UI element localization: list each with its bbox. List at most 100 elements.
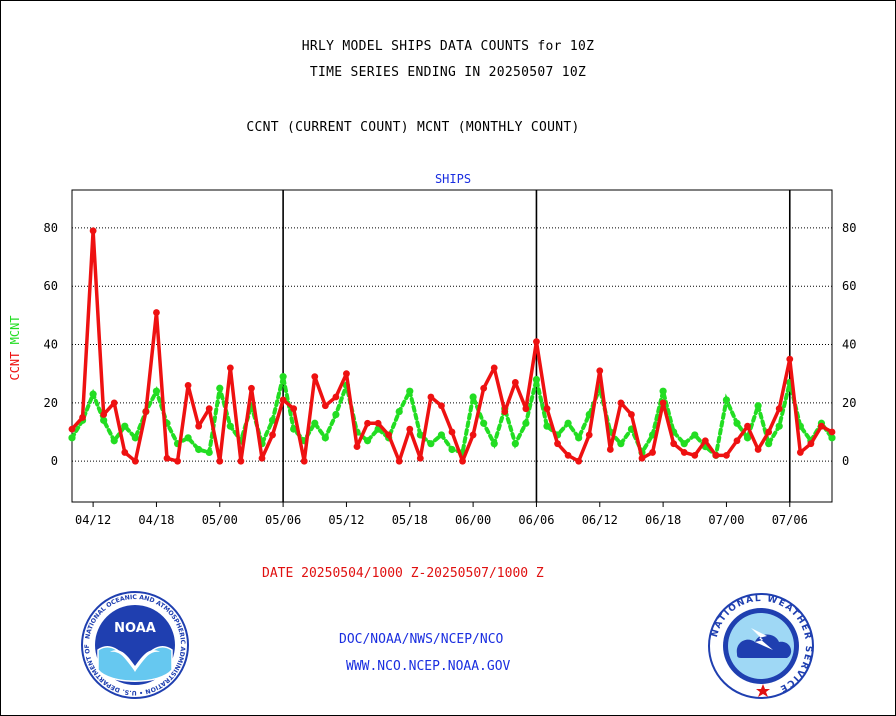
- data-point-ccnt: [153, 309, 160, 316]
- data-point-ccnt: [796, 449, 804, 456]
- data-point-ccnt: [290, 405, 298, 413]
- data-point-ccnt: [680, 449, 688, 456]
- data-point-mcnt: [532, 375, 541, 384]
- x-tick-label: 06/06: [518, 513, 554, 527]
- data-point-ccnt: [786, 355, 794, 363]
- org-label: DOC/NOAA/NWS/NCEP/NCO: [339, 632, 504, 647]
- data-point-ccnt: [395, 457, 403, 465]
- data-point-ccnt: [448, 428, 456, 436]
- y-tick-label-right: 40: [842, 338, 856, 352]
- x-tick-label: 04/12: [75, 513, 111, 527]
- nws-logo: NATIONAL WEATHER SERVICE: [708, 593, 814, 699]
- data-point-mcnt: [332, 410, 340, 419]
- data-point-mcnt: [617, 440, 625, 448]
- data-point-ccnt: [511, 379, 519, 386]
- data-point-ccnt: [374, 419, 382, 427]
- data-point-ccnt: [490, 364, 498, 372]
- data-point-mcnt: [659, 387, 667, 395]
- data-point-ccnt: [237, 457, 245, 465]
- data-point-ccnt: [554, 440, 561, 448]
- data-point-ccnt: [343, 370, 350, 378]
- data-point-mcnt: [205, 448, 213, 457]
- data-point-ccnt: [110, 399, 118, 407]
- data-point-ccnt: [184, 381, 192, 389]
- data-point-mcnt: [68, 434, 76, 442]
- data-point-mcnt: [184, 434, 192, 442]
- data-point-ccnt: [585, 431, 593, 439]
- data-point-mcnt: [321, 434, 329, 442]
- data-point-ccnt: [300, 457, 308, 465]
- data-point-ccnt: [174, 457, 181, 465]
- data-point-ccnt: [142, 408, 150, 416]
- data-point-ccnt: [100, 411, 108, 418]
- x-tick-label: 05/12: [328, 513, 364, 527]
- y-tick-label-left: 0: [51, 454, 58, 468]
- data-point-mcnt: [290, 425, 298, 433]
- lightning-icon: [751, 628, 773, 650]
- data-point-ccnt: [68, 425, 76, 433]
- data-point-ccnt: [385, 431, 393, 439]
- y-tick-label-right: 0: [842, 454, 849, 468]
- data-point-ccnt: [564, 451, 572, 459]
- data-point-mcnt: [480, 419, 488, 427]
- data-point-ccnt: [754, 446, 762, 453]
- data-point-mcnt: [363, 437, 372, 445]
- chart-title-line-1: HRLY MODEL SHIPS DATA COUNTS for 10Z: [301, 39, 595, 54]
- data-point-mcnt: [121, 422, 129, 430]
- data-point-ccnt: [701, 437, 709, 445]
- x-tick-label: 05/18: [392, 513, 428, 527]
- noaa-logo: NATIONAL OCEANIC AND ATMOSPHERIC ADMINIS…: [80, 590, 189, 699]
- data-point-ccnt: [438, 402, 445, 410]
- y-tick-label-right: 60: [842, 279, 856, 293]
- y-tick-label-right: 20: [842, 396, 856, 410]
- data-point-ccnt: [353, 443, 361, 450]
- data-point-mcnt: [691, 431, 699, 439]
- data-point-mcnt: [437, 431, 446, 439]
- cloud-icon: [736, 634, 792, 658]
- data-point-ccnt: [659, 399, 667, 407]
- x-tick-label: 06/18: [645, 513, 681, 527]
- data-point-ccnt: [628, 411, 635, 418]
- star-icon: [756, 684, 770, 697]
- data-point-ccnt: [269, 431, 276, 439]
- y-axis-label-ccnt: CCNT: [8, 352, 22, 381]
- y-tick-label-left: 60: [44, 279, 58, 293]
- data-point-ccnt: [575, 457, 583, 465]
- x-tick-label: 06/00: [455, 513, 491, 527]
- data-point-mcnt: [216, 384, 224, 392]
- data-point-mcnt: [279, 373, 287, 381]
- x-tick-label: 07/00: [708, 513, 744, 527]
- data-point-mcnt: [395, 408, 403, 416]
- data-point-mcnt: [131, 434, 139, 442]
- data-point-ccnt: [723, 451, 730, 459]
- data-point-ccnt: [501, 408, 509, 416]
- data-point-ccnt: [321, 402, 329, 410]
- data-point-ccnt: [131, 457, 139, 465]
- data-point-ccnt: [818, 422, 825, 430]
- date-range-label: DATE 20250504/1000 Z-20250507/1000 Z: [262, 566, 544, 581]
- data-point-mcnt: [100, 416, 108, 424]
- data-point-ccnt: [427, 393, 435, 401]
- data-point-ccnt: [248, 384, 255, 392]
- x-tick-label: 04/18: [138, 513, 174, 527]
- x-tick-label: 05/00: [202, 513, 238, 527]
- data-point-mcnt: [448, 445, 456, 454]
- data-point-ccnt: [638, 454, 646, 462]
- data-point-ccnt: [406, 425, 414, 433]
- chart-title-line-3: CCNT (CURRENT COUNT) MCNT (MONTHLY COUNT…: [246, 120, 580, 135]
- data-point-ccnt: [195, 422, 203, 430]
- data-point-ccnt: [522, 405, 530, 413]
- y-axis-label-mcnt: MCNT: [8, 315, 22, 351]
- website-link[interactable]: WWW.NCO.NCEP.NOAA.GOV: [346, 659, 511, 674]
- data-point-mcnt: [152, 387, 161, 395]
- data-point-mcnt: [110, 437, 118, 445]
- seagull-icon: [110, 650, 160, 672]
- data-point-ccnt: [258, 454, 266, 462]
- data-point-mcnt: [89, 390, 97, 398]
- data-point-ccnt: [828, 428, 836, 436]
- chart-subtitle: SHIPS: [435, 172, 471, 186]
- data-point-ccnt: [311, 373, 319, 381]
- data-point-ccnt: [163, 454, 171, 462]
- data-point-ccnt: [617, 399, 625, 407]
